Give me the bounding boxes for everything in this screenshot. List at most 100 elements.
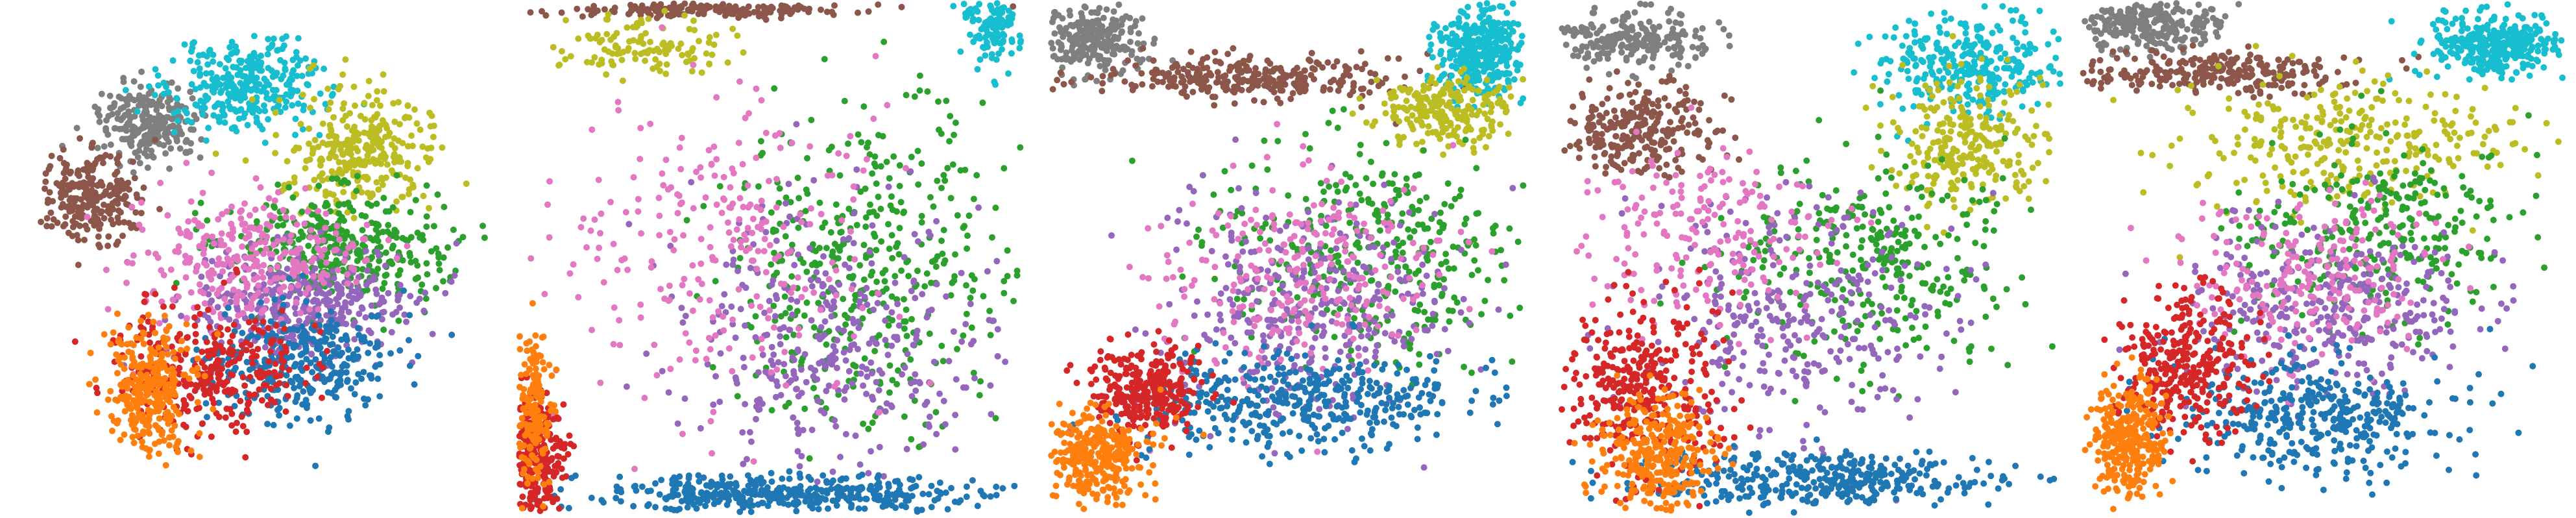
scatter-point [605,11,612,18]
scatter-point [351,336,358,343]
scatter-point [700,203,707,210]
scatter-point [667,365,674,373]
scatter-point [857,370,864,377]
scatter-point [112,396,119,403]
scatter-point [814,486,821,493]
scatter-point [992,81,999,88]
scatter-point [348,264,355,271]
scatter-point [980,293,987,300]
scatter-point [674,420,681,427]
scatter-point [308,202,315,209]
scatter-point [42,170,49,177]
scatter-point [287,86,295,93]
scatter-point [577,224,585,230]
scatter-point [183,160,190,166]
scatter-point [677,40,685,47]
scatter-point [169,296,176,303]
scatter-point [908,485,914,492]
scatter-point [286,422,293,429]
scatter-point [47,163,54,170]
scatter-point [908,153,915,160]
scatter-point [362,247,369,254]
scatter-point [265,116,272,123]
scatter-point [117,177,125,184]
scatter-point [162,462,169,469]
scatter-point [361,99,368,106]
scatter-point [866,340,873,347]
scatter-point [753,265,760,273]
scatter-point [947,292,954,299]
scatter-point [343,321,350,328]
series-6-points [528,24,934,473]
scatter-point [113,184,120,191]
scatter-point [993,16,1000,23]
scatter-point [613,483,620,490]
scatter-point [664,186,672,193]
scatter-point [589,126,596,133]
scatter-point [805,473,812,480]
scatter-point [720,313,727,320]
scatter-point [419,281,426,288]
scatter-point [221,279,228,286]
scatter-point [301,220,308,227]
scatter-point [249,354,256,361]
scatter-point [971,375,978,382]
scatter-point [191,210,199,217]
scatter-point [361,236,369,243]
scatter-point [350,214,358,221]
scatter-point [830,356,837,364]
scatter-point [635,208,642,215]
scatter-point [681,488,688,495]
scatter-point [372,125,379,132]
scatter-point [213,388,220,395]
scatter-point [705,39,712,46]
scatter-point [175,243,182,250]
scatter-point [426,204,432,212]
scatter-point [289,194,297,201]
scatter-point [781,293,788,300]
scatter-point [316,361,323,367]
scatter-point [957,48,964,55]
scatter-point [293,49,300,56]
scatter-point [121,408,128,415]
scatter-point [190,68,197,75]
scatter-point [967,294,974,301]
scatter-point [132,418,140,425]
scatter-point [99,182,106,189]
scatter-point [858,364,866,370]
scatter-point [103,266,110,273]
scatter-point [674,491,681,499]
scatter-point [740,354,747,362]
scatter-point [711,143,718,150]
scatter-point [562,56,569,63]
scatter-point [271,296,278,303]
scatter-point [221,295,228,302]
scatter-point [657,68,664,75]
scatter-point [678,304,685,312]
scatter-point [565,504,572,512]
scatter-point [332,230,339,237]
scatter-point [141,150,148,156]
scatter-point [963,483,970,490]
scatter-point [1001,165,1008,172]
scatter-point [283,98,290,105]
scatter-point [777,333,784,340]
scatter-point [638,32,645,40]
scatter-point [783,382,790,389]
scatter-point [736,499,743,506]
scatter-point [117,436,124,443]
scatter-point [557,486,565,493]
scatter-point [271,197,278,204]
scatter-point [932,256,939,264]
scatter-point [1016,45,1023,52]
scatter-point [858,471,866,478]
scatter-point [234,253,241,260]
scatter-point [47,209,55,216]
scatter-point [711,172,718,179]
scatter-point [712,31,720,38]
scatter-point [87,349,94,356]
scatter-point [908,288,915,295]
scatter-point [369,313,375,320]
scatter-point [828,313,835,320]
scatter-point [913,336,920,343]
